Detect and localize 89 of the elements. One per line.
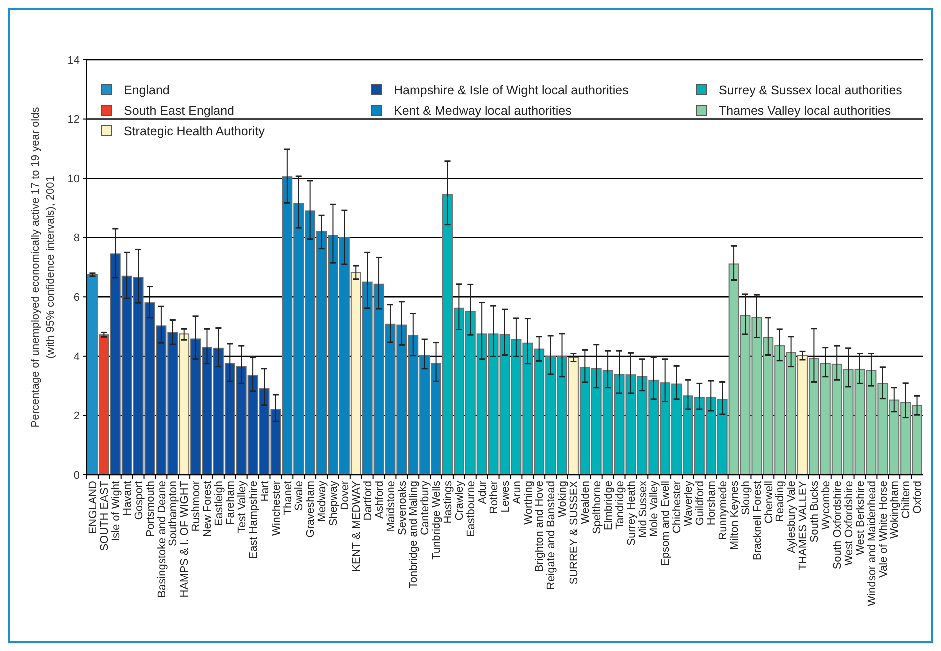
x-tick-label: Windsor and Maidenhead <box>866 481 878 606</box>
x-tick-label: Shepway <box>328 480 340 526</box>
x-tick-label: Wycombe <box>820 481 833 530</box>
x-tick-label: Southampton <box>168 481 180 546</box>
y-tick-label: 0 <box>74 470 80 482</box>
x-tick-label: West Berkshire <box>854 481 867 556</box>
x-tick-label: SURREY & SUSSEX <box>568 480 581 585</box>
legend-label: Surrey & Sussex local authorities <box>719 83 902 98</box>
x-tick-label: Worthing <box>522 481 535 525</box>
x-tick-label: Wealden <box>580 481 592 524</box>
x-tick-label: Basingstoke and Deane <box>156 481 168 598</box>
legend-label: Thames Valley local authorities <box>719 104 892 118</box>
x-tick-label: Havant <box>122 481 134 516</box>
x-tick-label: Arun <box>511 481 524 504</box>
x-tick-label: Elmbridge <box>602 481 615 531</box>
x-tick-label: Thanet <box>282 481 294 516</box>
x-tick-label: Hastings <box>442 480 455 524</box>
x-tick-label: Gravesham <box>305 481 318 538</box>
legend-label: Strategic Health Authority <box>124 124 266 138</box>
y-tick-label: 6 <box>74 292 80 304</box>
x-tick-label: Spelthorne <box>591 481 604 534</box>
x-tick-label: HAMPS & I. OF WIGHT <box>179 480 192 598</box>
x-tick-label: Vale of White Horse <box>878 481 890 578</box>
x-tick-label: Chichester <box>672 480 684 534</box>
x-tick-label: Winchester <box>270 480 283 536</box>
y-tick-label: 2 <box>74 410 80 423</box>
x-tick-label: Milton Keynes <box>728 480 741 550</box>
x-tick-label: Gosport <box>133 481 146 520</box>
legend-label: England <box>124 83 170 98</box>
x-tick-label: Epsom and Ewell <box>660 481 672 566</box>
y-tick-label: 8 <box>74 232 80 245</box>
x-tick-label: New Forest <box>202 481 214 538</box>
x-tick-label: SOUTH EAST <box>99 480 112 552</box>
x-tick-label: Maidstone <box>385 481 398 532</box>
x-tick-label: Portsmouth <box>144 481 157 538</box>
x-tick-label: Rushmoor <box>190 480 203 532</box>
x-tick-label: Mid Sussex <box>637 480 650 538</box>
x-tick-label: Slough <box>740 481 752 516</box>
x-tick-label: KENT & MEDWAY <box>350 480 363 572</box>
x-tick-label: Aylesbury Vale <box>786 481 798 554</box>
x-tick-label: Tonbridge and Malling <box>408 481 420 589</box>
x-tick-label: Ashford <box>374 481 386 519</box>
x-tick-label: Adur <box>476 480 489 504</box>
y-axis-title: Percentage of unemployed economically active 17 to 19 year olds (with 95% confidence intervals), 2001 <box>30 106 57 428</box>
x-tick-label: Dover <box>340 480 352 510</box>
x-tick-label: THAMES VALLEY <box>798 480 810 571</box>
x-tick-label: Horsham <box>706 481 718 526</box>
x-tick-label: ENGLAND <box>88 480 100 534</box>
x-tick-label: Hart <box>259 481 272 502</box>
x-tick-label: Sevenoaks <box>396 480 409 536</box>
x-tick-label: Test Valley <box>236 480 248 534</box>
x-tick-label: Surrey Heath <box>626 481 638 546</box>
x-tick-label: Guildford <box>694 481 707 526</box>
x-tick-label: Chiltern <box>900 481 913 519</box>
x-tick-label: Runnymede <box>717 481 730 540</box>
x-tick-label: Eastbourne <box>465 481 478 538</box>
x-tick-label: South Bucks <box>809 480 822 543</box>
x-tick-label: Eastleigh <box>214 481 226 526</box>
x-tick-label: Tunbridge Wells <box>431 480 444 560</box>
x-tick-label: Rother <box>488 480 500 514</box>
legend-label: Hampshire & Isle of Wight local authorities <box>394 83 629 98</box>
x-tick-label: Swale <box>294 481 306 511</box>
x-tick-label: Brighton and Hove <box>534 481 546 572</box>
x-tick-label: Tandridge <box>614 481 626 530</box>
x-tick-label: Wokingham <box>889 481 902 539</box>
x-tick-label: Cherwell <box>763 481 776 524</box>
y-tick-label: 10 <box>68 173 80 186</box>
x-tick-label: Reigate and Banstead <box>546 481 558 590</box>
x-tick-label: Mole Valley <box>648 480 661 538</box>
x-tick-label: Oxford <box>912 481 924 514</box>
x-tick-label: Fareham <box>225 481 237 526</box>
legend-label: Kent & Medway local authorities <box>394 104 572 118</box>
x-tick-label: West Oxfordshire <box>843 481 856 566</box>
x-tick-label: Lewes <box>500 480 512 513</box>
x-tick-label: Waverley <box>683 480 696 526</box>
x-tick-label: Canterbury <box>420 480 432 536</box>
x-tick-label: Crawley <box>454 480 466 521</box>
x-tick-label: Bracknell Forest <box>752 481 764 560</box>
y-tick-label: 14 <box>68 54 80 67</box>
y-tick-label: 4 <box>74 351 80 364</box>
y-tick-label: 12 <box>68 114 80 126</box>
x-tick-label: Medway <box>316 480 329 522</box>
x-tick-label: South Oxfordshire <box>832 481 844 570</box>
x-tick-label: Reading <box>774 481 787 522</box>
x-tick-label: Woking <box>557 481 570 518</box>
legend-label: South East England <box>124 104 235 118</box>
x-tick-label: Isle of Wight <box>110 481 122 542</box>
x-tick-label: East Hampshire <box>248 481 260 560</box>
x-tick-label: Dartford <box>362 481 374 521</box>
